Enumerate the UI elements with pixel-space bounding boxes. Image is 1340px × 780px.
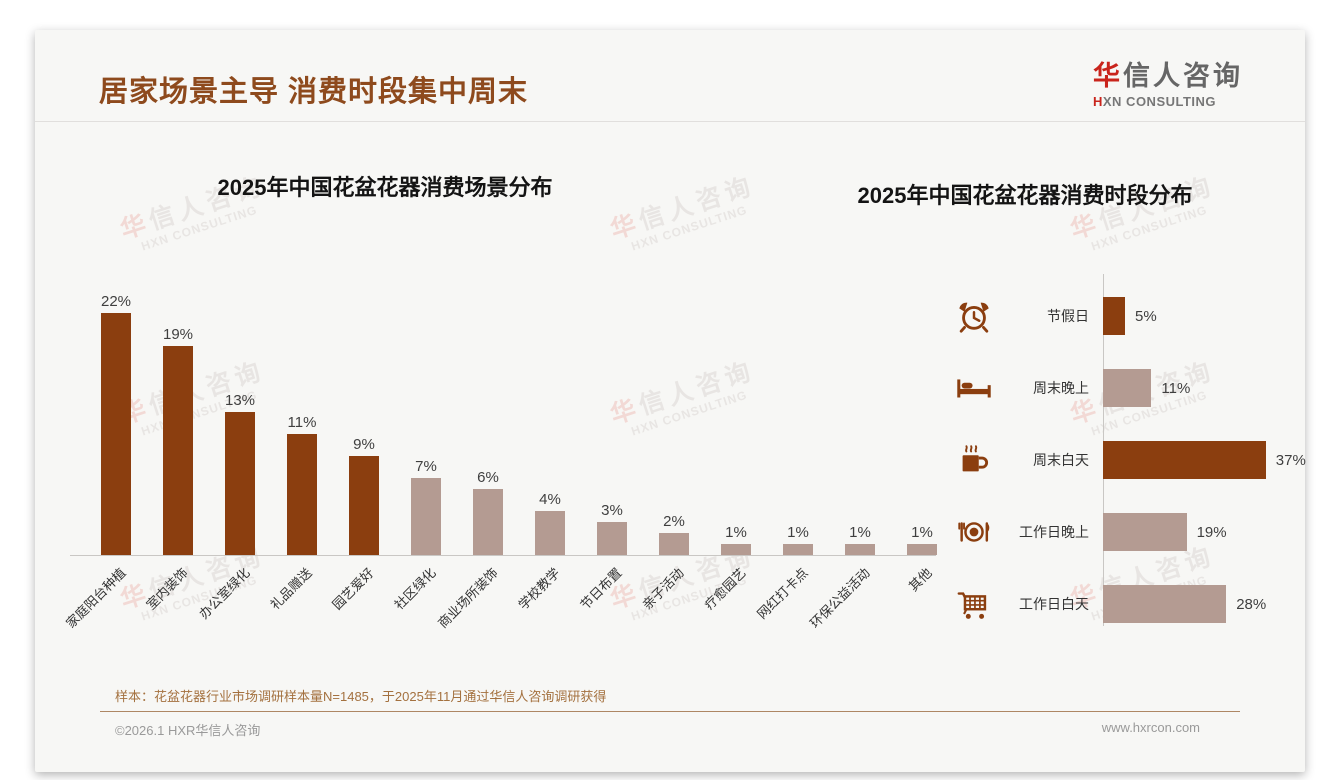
bar-category-label: 商业场所装饰 (434, 565, 501, 631)
bar-category-label: 家庭阳台种植 (62, 565, 129, 631)
shopping-cart-icon (955, 585, 993, 623)
bar-value-label: 9% (353, 436, 375, 453)
bar-value-label: 5% (1135, 307, 1157, 325)
bar (287, 434, 317, 555)
bar (1103, 585, 1227, 623)
bar-column: 1% 其他 (891, 285, 953, 594)
time-category-label: 周末晚上 (1033, 380, 1089, 396)
bar (1103, 297, 1125, 335)
bar-column: 13% 办公室绿化 (196, 285, 271, 622)
bar (411, 478, 441, 555)
website-url: www.hxrcon.com (1101, 720, 1200, 735)
bar (845, 544, 875, 555)
bar (783, 544, 813, 555)
bar (721, 544, 751, 555)
dining-plate-icon (955, 513, 993, 551)
bar-category-label: 节日布置 (577, 565, 625, 613)
bar-column: 22% 家庭阳台种植 (63, 285, 147, 631)
bar-column: 1% 环保公益活动 (807, 285, 891, 631)
page-title: 居家场景主导 消费时段集中周末 (99, 76, 529, 108)
bar-column: 6% 商业场所装饰 (435, 285, 519, 631)
bar (907, 544, 937, 555)
bar-column: 1% 疗愈园艺 (701, 285, 767, 613)
header-divider (35, 121, 1305, 122)
slide-card: 居家场景主导 消费时段集中周末 华信人咨询 HXN CONSULTING 华信人… (35, 30, 1306, 772)
bar-category-label: 网红打卡点 (754, 565, 811, 622)
time-distribution-chart: 节假日 5% 周末晚上 11% 周末白天 37% 工作日晚上 19% 工作日白天 28% (955, 280, 1306, 640)
logo-brand-text: 华信人咨询 (1093, 61, 1243, 91)
time-category-label: 工作日晚上 (1019, 524, 1089, 540)
bar-value-label: 1% (849, 524, 871, 541)
bar-value-label: 37% (1275, 451, 1306, 469)
bar-category-label: 疗愈园艺 (701, 565, 749, 613)
left-chart-title: 2025年中国花盆花器消费场景分布 (217, 175, 553, 200)
bed-icon (955, 369, 993, 407)
bar-category-label: 办公室绿化 (196, 565, 253, 622)
bar-value-label: 7% (415, 458, 437, 475)
time-row: 周末晚上 11% (955, 352, 1295, 424)
bar-value-label: 19% (162, 326, 194, 343)
time-row: 节假日 5% (955, 280, 1295, 352)
time-row: 工作日白天 28% (955, 568, 1295, 640)
bar-column: 3% 节日布置 (577, 285, 643, 613)
bar-category-label: 亲子活动 (639, 565, 687, 613)
bar-category-label: 礼品赠送 (267, 565, 315, 613)
alarm-clock-icon (955, 297, 993, 335)
bar-value-label: 1% (725, 524, 747, 541)
bar-value-label: 11% (1161, 379, 1191, 397)
bar (349, 456, 379, 555)
bar (1103, 441, 1266, 479)
logo-tagline: HXN CONSULTING (1093, 94, 1217, 109)
coffee-cup-icon (955, 441, 993, 479)
bar (163, 346, 193, 555)
bar (225, 412, 255, 555)
bar-value-label: 4% (539, 491, 561, 508)
bar (659, 533, 689, 555)
sample-footnote: 样本：花盆花器行业市场调研样本量N=1485，于2025年11月通过华信人咨询调… (115, 689, 607, 704)
bar-value-label: 11% (287, 414, 317, 431)
bar-value-label: 2% (663, 513, 685, 530)
bar (473, 489, 503, 555)
bar-column: 7% 社区绿化 (391, 285, 457, 613)
bar (101, 313, 131, 555)
bar-value-label: 1% (911, 524, 933, 541)
time-category-label: 周末白天 (1033, 452, 1089, 468)
time-row: 周末白天 37% (955, 424, 1306, 496)
bar-column: 1% 网红打卡点 (754, 285, 829, 622)
bar (535, 511, 565, 555)
bar-category-label: 环保公益活动 (806, 565, 873, 631)
scene-distribution-chart: 22% 家庭阳台种植 19% 室内装饰 13% 办公室绿化 11% 礼品赠送 9% 园艺爱好 7% 社… (63, 285, 953, 631)
right-chart-title: 2025年中国花盆花器消费时段分布 (857, 183, 1193, 208)
bar-value-label: 19% (1196, 523, 1227, 541)
bar (1103, 513, 1187, 551)
bar-column: 2% 亲子活动 (639, 285, 705, 613)
bar-value-label: 22% (100, 293, 132, 310)
bar-category-label: 学校教学 (515, 565, 563, 613)
bar (1103, 369, 1152, 407)
time-category-label: 节假日 (1047, 308, 1089, 324)
time-category-label: 工作日白天 (1019, 596, 1089, 612)
bar-column: 11% 礼品赠送 (267, 285, 333, 613)
bar-column: 9% 园艺爱好 (329, 285, 395, 613)
bar-value-label: 13% (224, 392, 256, 409)
bar-value-label: 6% (477, 469, 499, 486)
bar-value-label: 1% (787, 524, 809, 541)
bar-category-label: 社区绿化 (391, 565, 439, 613)
bar-column: 19% 室内装饰 (143, 285, 209, 613)
bar-value-label: 28% (1236, 595, 1267, 613)
company-logo: 华信人咨询 HXN CONSULTING (1093, 54, 1243, 109)
left-chart-x-axis (70, 555, 936, 556)
bar-column: 4% 学校教学 (515, 285, 581, 613)
bar-category-label: 其他 (905, 565, 935, 595)
bar-category-label: 园艺爱好 (329, 565, 377, 613)
time-row: 工作日晚上 19% (955, 496, 1295, 568)
bar-value-label: 3% (601, 502, 623, 519)
bar-category-label: 室内装饰 (143, 565, 191, 613)
bar (597, 522, 627, 555)
footer-divider (100, 711, 1240, 712)
copyright-text: ©2026.1 HXR华信人咨询 (115, 723, 261, 738)
